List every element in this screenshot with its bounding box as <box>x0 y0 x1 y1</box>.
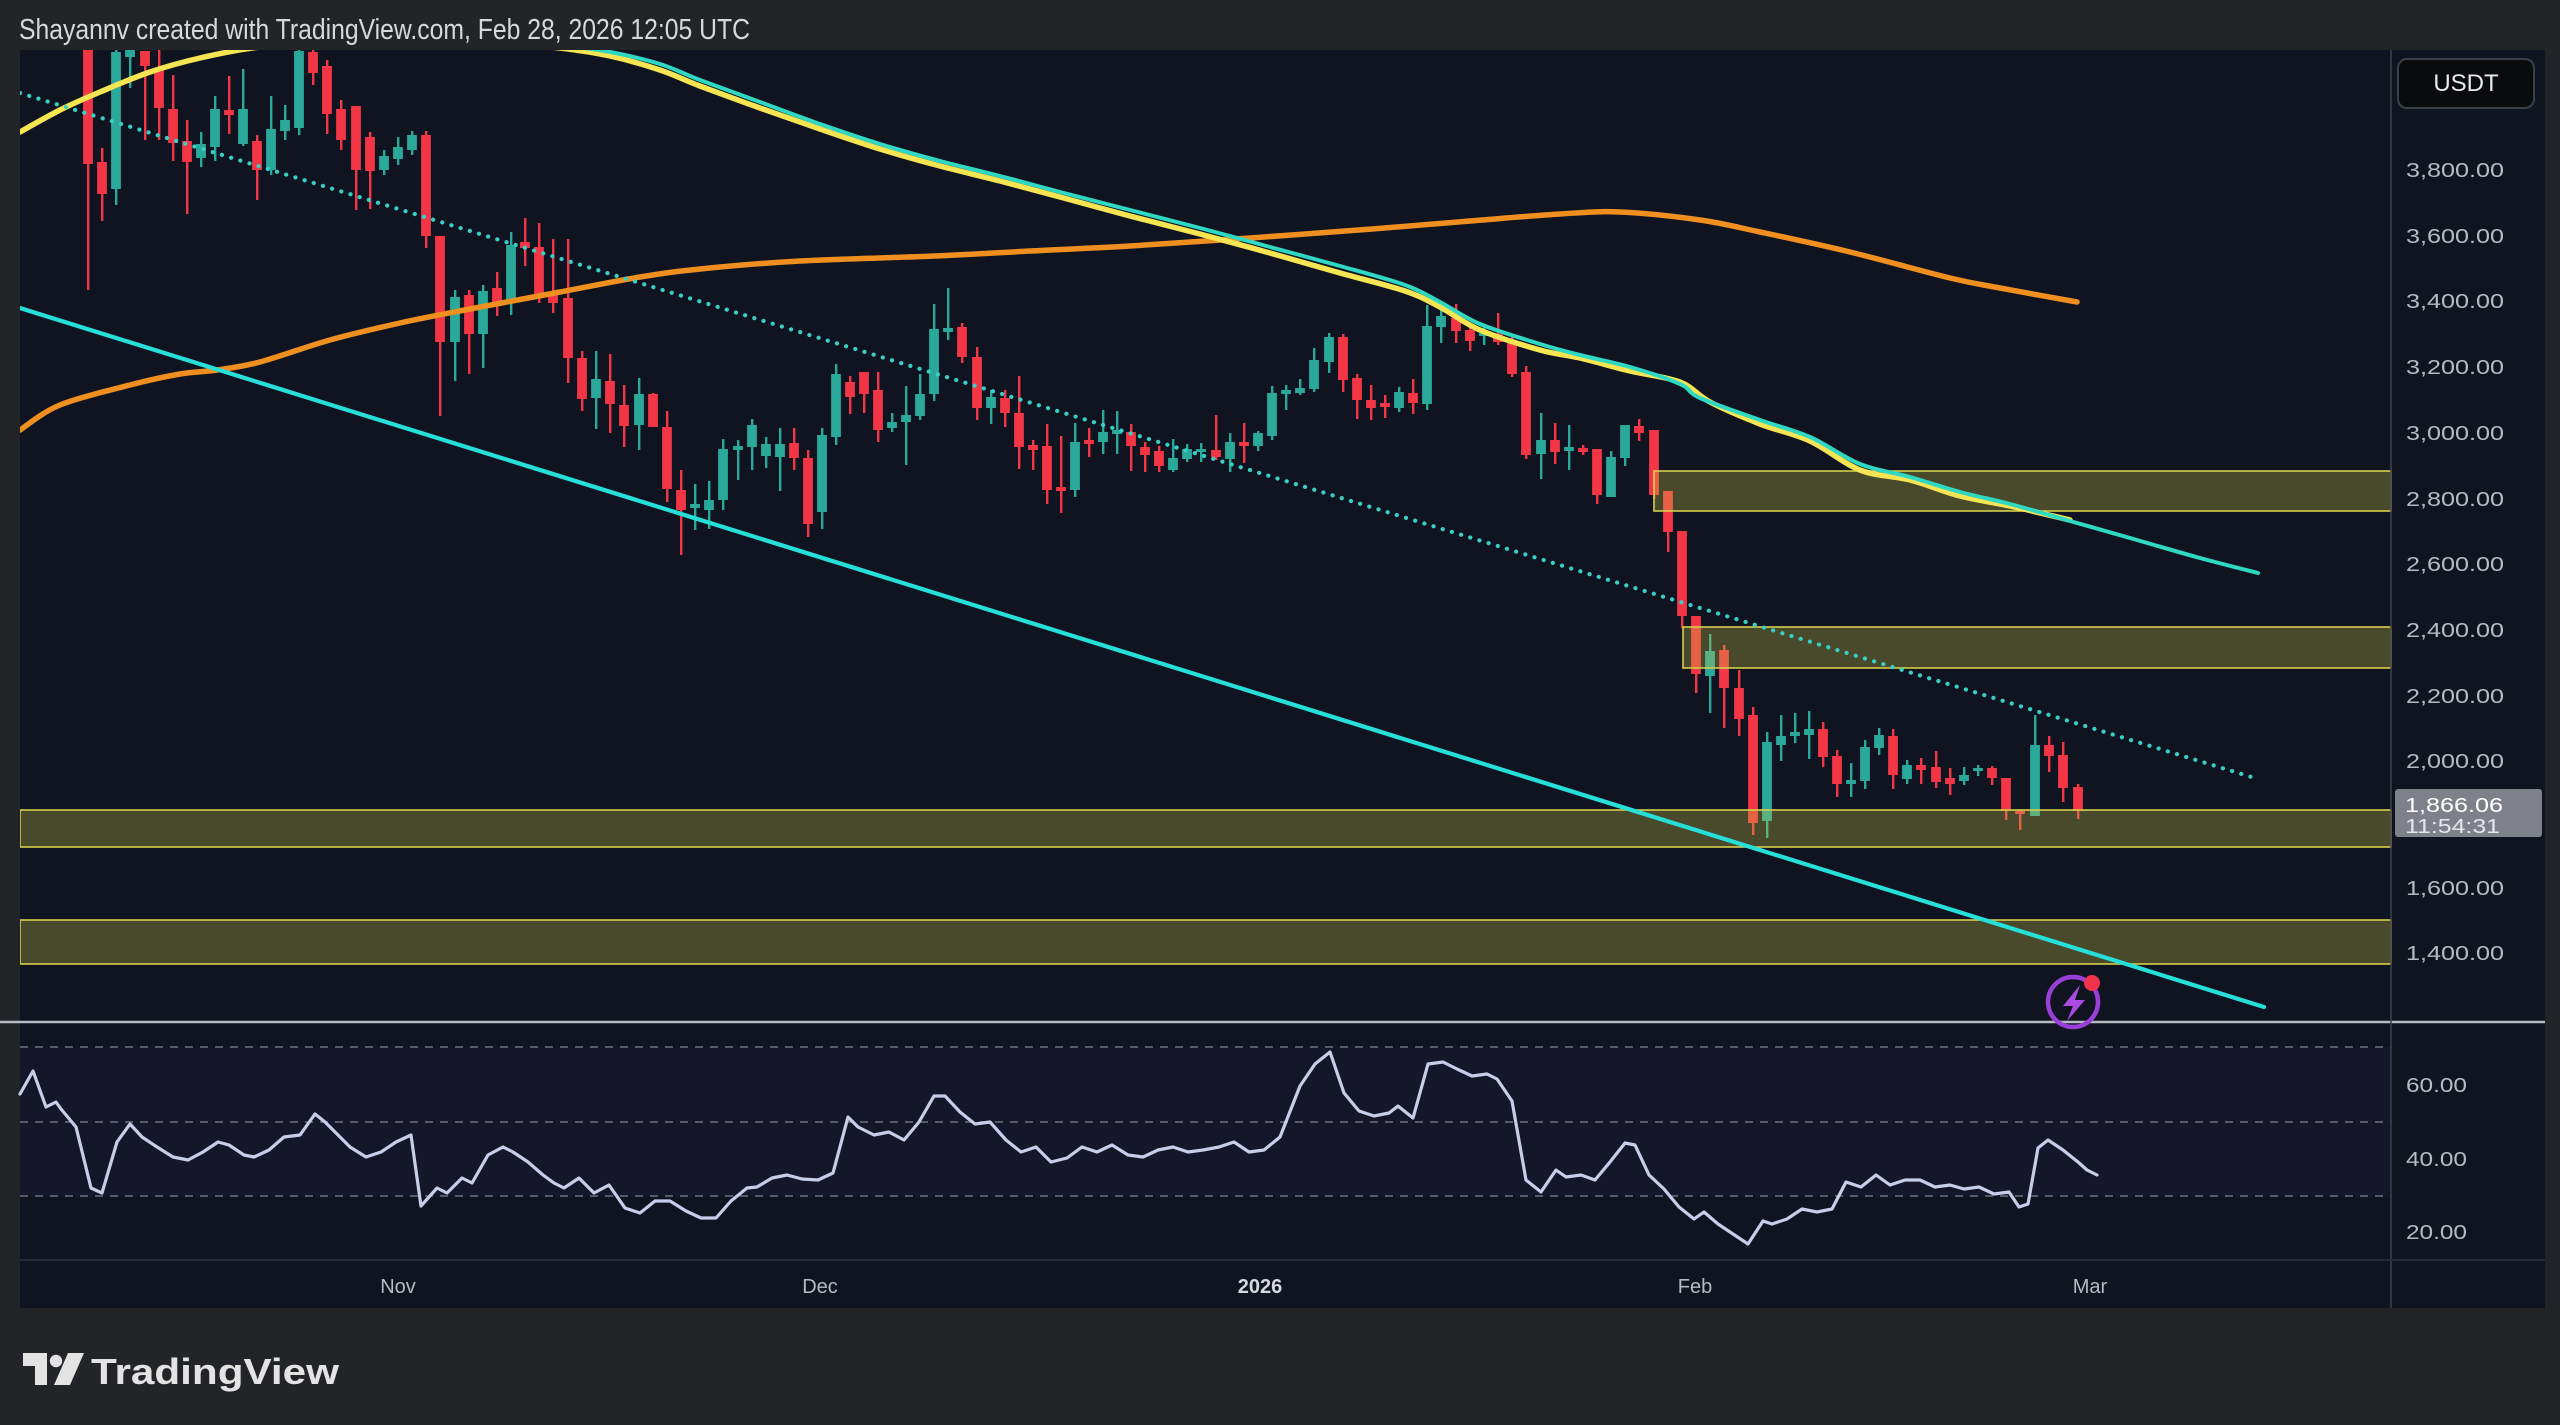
svg-text:2,400.00: 2,400.00 <box>2406 619 2504 642</box>
svg-text:1,600.00: 1,600.00 <box>2406 877 2504 900</box>
svg-text:1,866.06: 1,866.06 <box>2405 794 2503 817</box>
svg-text:2,800.00: 2,800.00 <box>2406 488 2504 511</box>
svg-text:1,400.00: 1,400.00 <box>2406 942 2504 965</box>
svg-text:2,200.00: 2,200.00 <box>2406 685 2504 708</box>
svg-text:Dec: Dec <box>802 1276 838 1298</box>
svg-text:3,600.00: 3,600.00 <box>2406 225 2504 248</box>
svg-text:TradingView: TradingView <box>91 1351 340 1392</box>
svg-text:Mar: Mar <box>2073 1276 2108 1298</box>
svg-text:60.00: 60.00 <box>2406 1074 2467 1097</box>
svg-text:2,000.00: 2,000.00 <box>2406 750 2504 773</box>
svg-text:3,000.00: 3,000.00 <box>2406 422 2504 445</box>
svg-text:20.00: 20.00 <box>2406 1221 2467 1244</box>
svg-text:2,600.00: 2,600.00 <box>2406 553 2504 576</box>
svg-text:2026: 2026 <box>1238 1276 1283 1298</box>
svg-text:Feb: Feb <box>1678 1276 1712 1298</box>
svg-text:3,400.00: 3,400.00 <box>2406 290 2504 313</box>
svg-text:Shayannv created with TradingV: Shayannv created with TradingView.com, F… <box>19 14 750 46</box>
svg-text:3,200.00: 3,200.00 <box>2406 356 2504 379</box>
svg-text:40.00: 40.00 <box>2406 1148 2467 1171</box>
svg-text:Nov: Nov <box>380 1276 416 1298</box>
svg-text:3,800.00: 3,800.00 <box>2406 159 2504 182</box>
svg-text:11:54:31: 11:54:31 <box>2405 816 2500 838</box>
svg-text:USDT: USDT <box>2433 70 2499 97</box>
